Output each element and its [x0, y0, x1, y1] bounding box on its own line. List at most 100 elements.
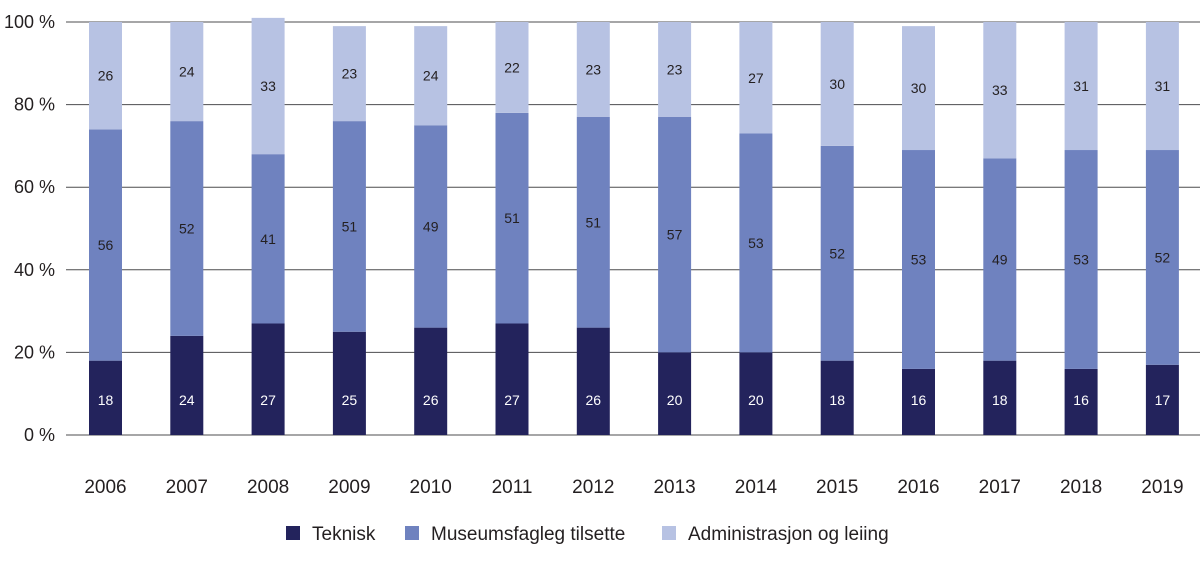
- y-tick-label: 100 %: [4, 12, 55, 32]
- x-tick-label: 2017: [979, 477, 1021, 498]
- data-label: 52: [179, 221, 195, 237]
- bar-segment: [495, 22, 529, 113]
- y-tick-label: 0 %: [24, 425, 55, 445]
- bar-segment: [1064, 22, 1098, 151]
- bar-segment: [658, 352, 692, 435]
- data-label: 18: [98, 392, 114, 408]
- bar-segment: [739, 22, 773, 134]
- data-label: 51: [586, 214, 602, 230]
- data-label: 24: [179, 64, 195, 80]
- data-label: 31: [1155, 78, 1171, 94]
- bar-segment: [332, 26, 366, 122]
- data-label: 23: [586, 61, 602, 77]
- legend-swatch: [286, 526, 300, 540]
- data-label: 24: [423, 68, 439, 84]
- bar-segment: [983, 22, 1017, 159]
- data-label: 18: [829, 392, 845, 408]
- bar-segment: [820, 22, 854, 146]
- data-label: 31: [1073, 78, 1089, 94]
- bar-segment: [170, 121, 204, 336]
- bar-segment: [1064, 150, 1098, 369]
- y-tick-label: 80 %: [14, 95, 55, 115]
- data-label: 18: [992, 392, 1008, 408]
- bar-segment: [495, 323, 529, 435]
- data-label: 26: [423, 392, 439, 408]
- data-label: 23: [342, 66, 358, 82]
- bar-segment: [902, 150, 935, 369]
- data-label: 16: [1073, 392, 1089, 408]
- data-label: 56: [98, 237, 114, 253]
- bar-segment: [251, 323, 285, 435]
- bar-segment: [576, 22, 610, 117]
- bar-segment: [1145, 22, 1179, 151]
- bar-segment: [170, 335, 204, 435]
- data-label: 49: [992, 251, 1008, 267]
- x-tick-label: 2013: [653, 477, 695, 498]
- bar-segment: [414, 125, 448, 328]
- x-tick-label: 2009: [328, 477, 370, 498]
- bar-segment: [170, 22, 204, 122]
- data-label: 17: [1155, 392, 1171, 408]
- x-tick-label: 2012: [572, 477, 614, 498]
- x-tick-label: 2015: [816, 477, 858, 498]
- data-label: 30: [911, 80, 927, 96]
- data-label: 57: [667, 227, 683, 243]
- data-label: 53: [1073, 251, 1089, 267]
- x-tick-label: 2007: [166, 477, 208, 498]
- data-label: 52: [829, 245, 845, 261]
- data-label: 20: [748, 392, 764, 408]
- x-axis-ticks: 2006 2007 2008 2009 2010 2011 2012 2013 2014 2015…: [84, 477, 1183, 498]
- data-label: 16: [911, 392, 927, 408]
- legend: Teknisk Museumsfagleg tilsette Administras…: [286, 524, 889, 545]
- bar-segment: [902, 26, 935, 151]
- x-tick-label: 2010: [410, 477, 452, 498]
- bar-segment: [739, 133, 773, 353]
- bar-segment: [820, 145, 854, 361]
- bar-segment: [332, 331, 366, 435]
- y-tick-label: 60 %: [14, 177, 55, 197]
- x-tick-label: 2008: [247, 477, 289, 498]
- data-label: 27: [260, 392, 276, 408]
- bar-segment: [983, 360, 1017, 435]
- gridlines: [66, 21, 1200, 436]
- data-label: 27: [748, 70, 764, 86]
- data-label: 51: [342, 218, 358, 234]
- data-label: 25: [342, 392, 358, 408]
- bar-segment: [983, 158, 1017, 361]
- bar-segment: [902, 368, 935, 435]
- legend-label: Teknisk: [312, 524, 376, 545]
- data-label: 52: [1155, 249, 1171, 265]
- bar-segment: [89, 360, 122, 435]
- data-label: 24: [179, 392, 195, 408]
- data-label: 23: [667, 61, 683, 77]
- x-tick-label: 2019: [1141, 477, 1183, 498]
- y-axis-ticks: 0 % 20 % 40 % 60 % 80 % 100 %: [4, 12, 55, 445]
- data-label: 53: [748, 235, 764, 251]
- x-tick-label: 2016: [897, 477, 939, 498]
- data-label: 26: [586, 392, 602, 408]
- bar-segment: [576, 116, 610, 328]
- legend-label: Museumsfagleg tilsette: [431, 524, 625, 545]
- bar-segment: [251, 17, 285, 155]
- bar-segment: [89, 22, 122, 130]
- bar-segment: [251, 154, 285, 324]
- y-tick-label: 40 %: [14, 260, 55, 280]
- bar-segment: [495, 112, 529, 324]
- x-tick-label: 2011: [492, 477, 533, 498]
- bar-segment: [414, 26, 448, 126]
- bar-segment: [332, 121, 366, 332]
- bars: 18 56 26 24 52 24 27 41 33 25 51 23 26 49 24 27 51 22 26 51…: [89, 17, 1179, 435]
- data-label: 20: [667, 392, 683, 408]
- bar-segment: [1145, 364, 1179, 435]
- data-label: 33: [260, 78, 276, 94]
- bar-segment: [658, 22, 692, 117]
- data-label: 49: [423, 218, 439, 234]
- legend-swatch: [405, 526, 419, 540]
- bar-segment: [820, 360, 854, 435]
- bar-segment: [1145, 150, 1179, 365]
- x-tick-label: 2006: [84, 477, 126, 498]
- bar-segment: [1064, 368, 1098, 435]
- data-label: 33: [992, 82, 1008, 98]
- bar-segment: [576, 327, 610, 435]
